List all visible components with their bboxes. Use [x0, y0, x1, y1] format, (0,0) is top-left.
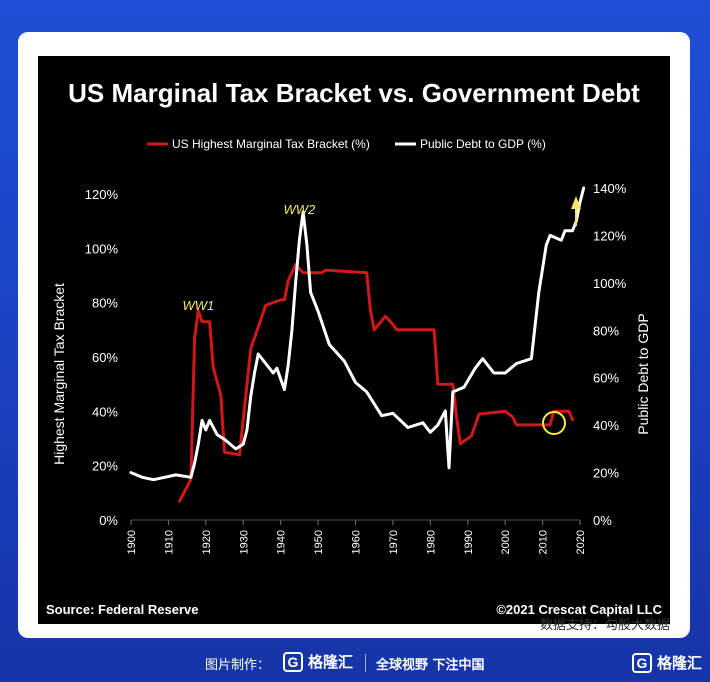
y-right-tick-label: 120%	[593, 228, 627, 243]
chart-title: US Marginal Tax Bracket vs. Government D…	[68, 78, 640, 108]
x-tick-label: 2020	[575, 530, 587, 554]
corner-logo-text: 格隆汇	[656, 654, 702, 672]
annotation-ww1: WW1	[182, 298, 214, 313]
corner-logo: G 格隆汇	[631, 652, 702, 673]
y-right-tick-label: 140%	[593, 181, 627, 196]
data-credit: 数据支持：勾股大数据	[539, 618, 670, 633]
debt-to-gdp-line	[129, 186, 586, 482]
y-axis-right-ticks: 0% 20% 40% 60% 80% 100% 120% 140%	[593, 181, 627, 528]
legend-label-tax: US Highest Marginal Tax Bracket (%)	[172, 137, 370, 151]
x-tick-label: 2000	[500, 530, 512, 554]
x-tick-label: 1970	[388, 530, 400, 554]
y-right-tick-label: 20%	[593, 466, 619, 481]
x-axis-ticks: 1900 1910 1920 1930 1940 1950 1960 1970 1980 1990…	[126, 520, 587, 554]
annotation-ww2: WW2	[283, 202, 316, 217]
y-left-tick-label: 60%	[92, 350, 118, 365]
footer-logo: G 格隆汇	[283, 651, 353, 672]
y-left-tick-label: 40%	[92, 404, 118, 419]
logo-text: 格隆汇	[308, 653, 354, 671]
y-right-tick-label: 100%	[593, 276, 627, 291]
x-tick-label: 1950	[313, 530, 325, 554]
y-left-tick-label: 20%	[92, 459, 118, 474]
made-by-label: 图片制作：	[205, 658, 271, 673]
y-right-tick-label: 60%	[593, 371, 619, 386]
x-tick-label: 1960	[351, 530, 363, 554]
x-tick-label: 1910	[163, 530, 175, 554]
footer-bar: 图片制作： G 格隆汇 全球视野 下注中国	[0, 646, 710, 682]
y-left-tick-label: 0%	[99, 513, 118, 528]
y-axis-right-label: Public Debt to GDP	[635, 313, 651, 434]
chart: US Marginal Tax Bracket vs. Government D…	[46, 78, 663, 617]
x-tick-label: 1940	[276, 530, 288, 554]
chart-panel: US Marginal Tax Bracket vs. Government D…	[38, 56, 670, 624]
copyright-note: ©2021 Crescat Capital LLC	[496, 602, 662, 617]
x-tick-label: 1920	[201, 530, 213, 554]
y-axis-left-label: Highest Marginal Tax Bracket	[51, 283, 67, 465]
y-left-tick-label: 120%	[85, 187, 119, 202]
y-left-tick-label: 80%	[92, 296, 118, 311]
x-tick-label: 1990	[463, 530, 475, 554]
y-right-tick-label: 0%	[593, 513, 612, 528]
y-right-tick-label: 80%	[593, 323, 619, 338]
x-tick-label: 1930	[238, 530, 250, 554]
y-right-tick-label: 40%	[593, 418, 619, 433]
footer-slogan: 全球视野 下注中国	[376, 658, 485, 673]
current-tax-highlight	[542, 411, 566, 435]
y-axis-left-ticks: 0% 20% 40% 60% 80% 100% 120%	[85, 187, 119, 528]
legend: US Highest Marginal Tax Bracket (%) Publ…	[147, 137, 546, 151]
corner-logo-icon: G	[631, 652, 652, 673]
series-lines	[129, 186, 586, 503]
debt-rising-arrow-icon	[571, 196, 581, 226]
source-note: Source: Federal Reserve	[46, 602, 198, 617]
y-left-tick-label: 100%	[85, 241, 119, 256]
footer-divider	[365, 654, 366, 672]
x-tick-label: 1980	[425, 530, 437, 554]
tax-bracket-line	[178, 263, 574, 503]
chart-card: US Marginal Tax Bracket vs. Government D…	[18, 32, 690, 638]
logo-icon: G	[283, 651, 303, 672]
x-tick-label: 2010	[538, 530, 550, 554]
legend-label-debt: Public Debt to GDP (%)	[420, 137, 546, 151]
annotations: WW1 WW2	[182, 202, 316, 313]
x-tick-label: 1900	[126, 530, 138, 554]
